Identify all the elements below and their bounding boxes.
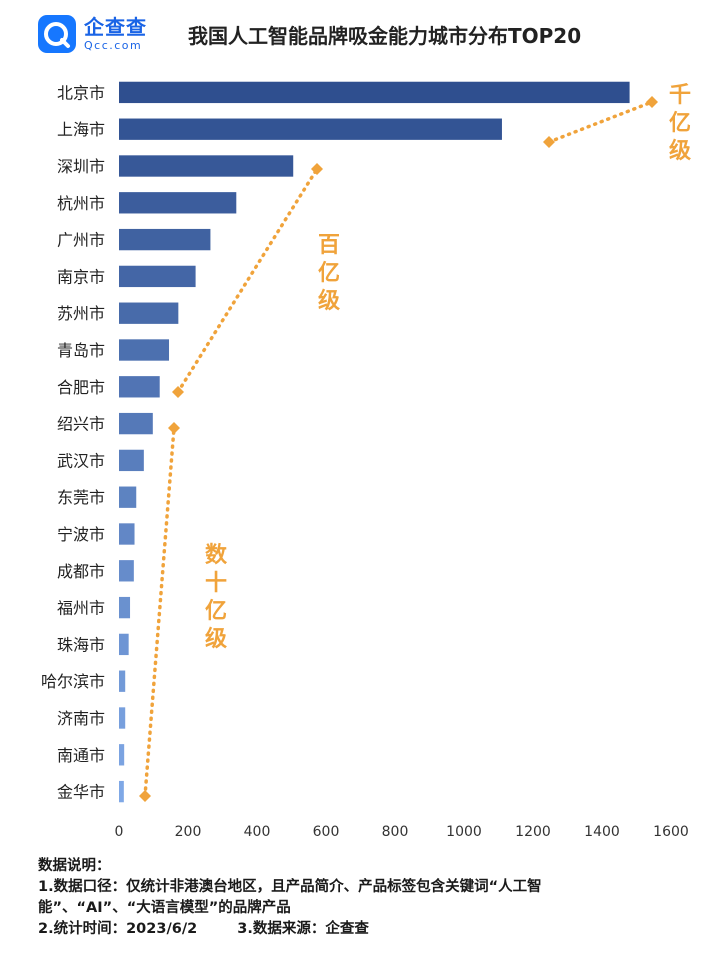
category-label: 宁波市 (57, 525, 105, 544)
category-label: 武汉市 (57, 451, 105, 470)
x-tick-label: 0 (115, 824, 124, 840)
bar (119, 707, 126, 729)
bar (119, 670, 126, 692)
category-label: 青岛市 (57, 341, 105, 360)
annotation-marker (646, 96, 658, 108)
x-tick-label: 1400 (584, 824, 620, 840)
bar (119, 339, 170, 361)
x-tick-label: 800 (382, 824, 409, 840)
chart-title: 我国人工智能品牌吸金能力城市分布TOP20 (188, 24, 582, 48)
qcc-logo: 企查查 Qcc.com (38, 12, 147, 56)
bar (119, 744, 125, 766)
category-label: 金华市 (57, 783, 105, 802)
category-label: 苏州市 (57, 304, 105, 323)
logo-name: 企查查 (84, 15, 147, 39)
annotation-marker (543, 136, 555, 148)
category-label: 福州市 (57, 599, 105, 618)
bar (119, 155, 294, 177)
x-tick-label: 1000 (446, 824, 482, 840)
annotation-marker (168, 422, 180, 434)
data-notes: 数据说明： 1.数据口径：仅统计非港澳台地区，且产品简介、产品标签包含关键词“人… (38, 856, 698, 940)
category-label: 北京市 (57, 83, 105, 102)
notes-stat-time: 2.统计时间：2023/6/2 (38, 921, 198, 937)
bar (119, 412, 153, 435)
category-label: 南通市 (57, 746, 105, 765)
bar (119, 633, 129, 656)
category-label: 哈尔滨市 (41, 672, 105, 691)
annotation-line-shishiyi (143, 426, 176, 798)
bar-chart: 北京市上海市深圳市杭州市广州市南京市苏州市青岛市合肥市绍兴市武汉市东莞市宁波市成… (41, 81, 691, 840)
bar (119, 265, 196, 288)
category-label: 深圳市 (57, 157, 105, 176)
bar (119, 228, 211, 251)
header: 企查查 Qcc.com 我国人工智能品牌吸金能力城市分布TOP20 (0, 0, 720, 70)
bar (119, 376, 160, 398)
logo-domain: Qcc.com (84, 39, 143, 52)
bar (119, 449, 144, 472)
annotation-marker (139, 790, 151, 802)
category-label: 杭州市 (57, 194, 105, 213)
notes-source: 3.数据来源：企查查 (237, 921, 369, 937)
bar (119, 596, 131, 619)
category-label: 成都市 (57, 562, 105, 581)
annotation-marker (172, 386, 184, 398)
annotation-qianyi: 千亿级 (669, 83, 691, 164)
category-label: 珠海市 (57, 635, 105, 654)
x-tick-label: 200 (175, 824, 202, 840)
notes-heading: 数据说明： (38, 858, 111, 874)
category-label: 上海市 (57, 120, 105, 139)
category-label: 广州市 (57, 231, 105, 250)
bar (119, 81, 630, 104)
category-label: 合肥市 (57, 378, 105, 397)
bar (119, 523, 135, 545)
bar (119, 560, 134, 582)
category-label: 东莞市 (57, 488, 105, 507)
annotation-baiyi: 百亿级 (318, 233, 340, 314)
x-tick-label: 600 (313, 824, 340, 840)
x-tick-label: 400 (244, 824, 271, 840)
qcc-logo-icon (38, 15, 76, 53)
annotation-line-qianyi (547, 100, 654, 144)
bar (119, 302, 179, 324)
annotation-shishiyi: 数十亿级 (205, 542, 228, 652)
x-tick-label: 1200 (515, 824, 551, 840)
category-label: 南京市 (57, 267, 105, 286)
notes-line-1: 1.数据口径：仅统计非港澳台地区，且产品简介、产品标签包含关键词“人工智 (38, 879, 542, 895)
bar (119, 486, 137, 508)
bar (119, 192, 237, 214)
x-tick-label: 1600 (653, 824, 689, 840)
bar (119, 780, 124, 803)
category-label: 绍兴市 (57, 415, 105, 434)
notes-line-2: 能”、“AI”、“大语言模型”的品牌产品 (38, 900, 291, 916)
category-label: 济南市 (57, 709, 105, 728)
annotation-line-baiyi (176, 167, 319, 394)
bar (119, 118, 502, 140)
annotation-marker (311, 163, 323, 175)
